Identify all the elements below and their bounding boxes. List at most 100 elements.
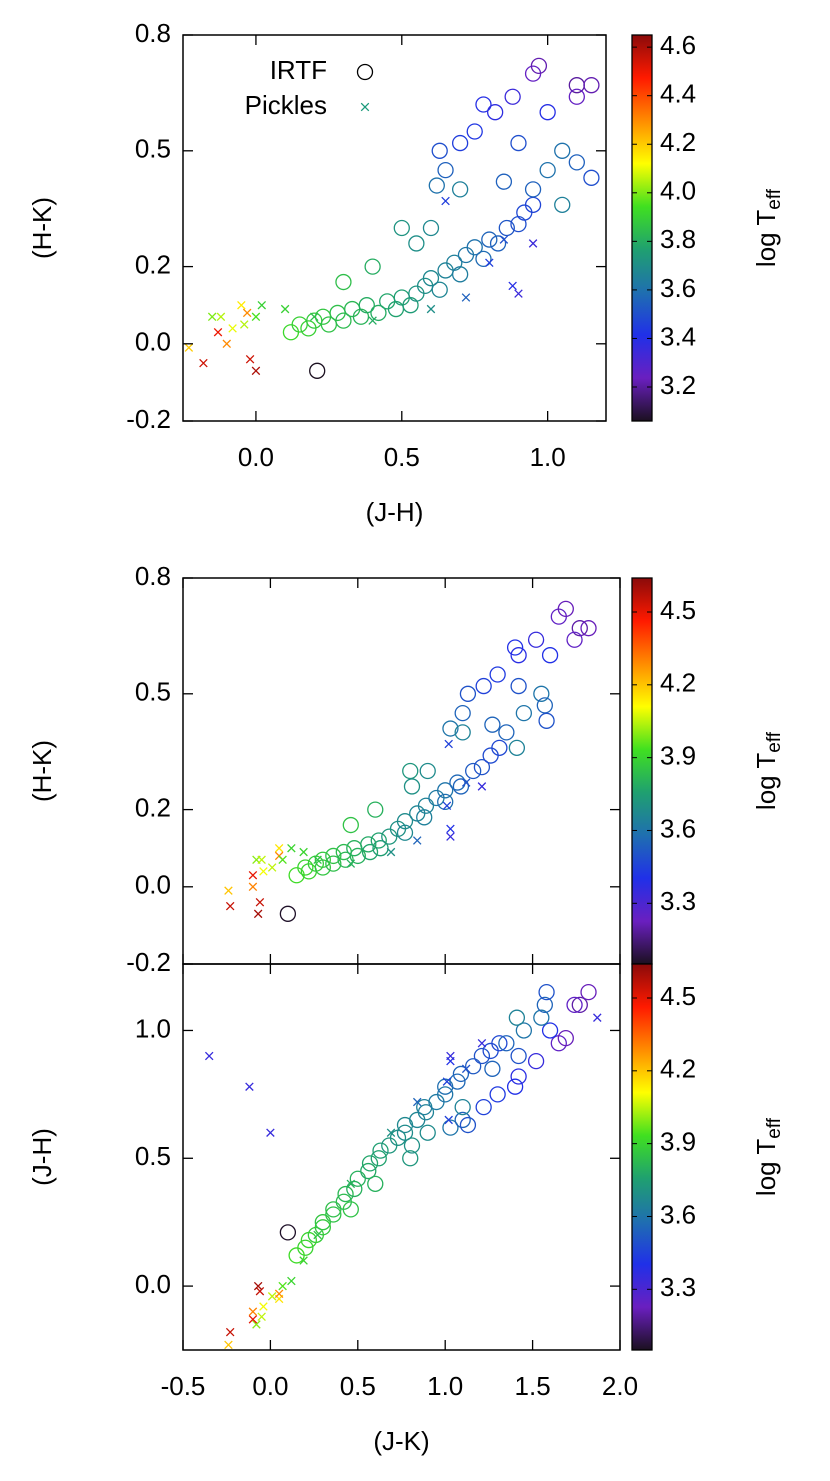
point xyxy=(506,639,524,656)
point xyxy=(442,720,459,737)
colorbar xyxy=(631,34,653,422)
point xyxy=(524,196,542,213)
point xyxy=(446,832,455,841)
colorbar-tick-label: 3.6 xyxy=(660,813,696,843)
y-tick-label: 0.2 xyxy=(135,792,171,822)
point xyxy=(416,809,433,826)
point xyxy=(287,843,296,853)
point xyxy=(426,304,436,314)
point xyxy=(291,316,308,333)
point xyxy=(442,801,452,810)
point xyxy=(568,154,585,171)
point xyxy=(325,847,342,865)
point xyxy=(253,909,263,919)
point xyxy=(346,1180,363,1198)
point xyxy=(417,797,435,814)
point xyxy=(491,1035,508,1052)
point xyxy=(342,816,359,834)
point xyxy=(557,600,574,618)
point xyxy=(299,847,308,857)
point xyxy=(473,1047,491,1065)
point xyxy=(442,1119,459,1136)
point xyxy=(477,1038,487,1048)
point xyxy=(538,712,555,729)
point xyxy=(278,855,287,865)
point xyxy=(477,782,487,791)
point xyxy=(451,181,469,198)
point xyxy=(253,1281,263,1291)
point xyxy=(557,1029,574,1047)
point xyxy=(482,1042,499,1060)
point xyxy=(344,300,361,318)
colorbar-label: log Teff xyxy=(751,1117,785,1196)
point xyxy=(465,1058,482,1075)
point xyxy=(248,870,258,880)
colorbar-label-main: log T xyxy=(751,1139,781,1196)
point xyxy=(240,320,249,329)
point xyxy=(451,134,469,152)
point xyxy=(257,300,267,310)
point xyxy=(419,1124,436,1141)
colorbar-label-main: log T xyxy=(751,753,781,810)
point xyxy=(255,1286,265,1296)
point xyxy=(466,123,483,140)
colorbar-tick-label: 3.3 xyxy=(660,1272,696,1302)
x-tick-label: 1.0 xyxy=(530,442,566,472)
point xyxy=(442,1077,452,1086)
y-tick-label: 0.5 xyxy=(135,1141,171,1171)
point xyxy=(280,304,290,314)
colorbar-tick-label: 3.9 xyxy=(660,1127,696,1157)
colorbar-label-sub: eff xyxy=(764,188,785,210)
point xyxy=(510,677,527,695)
point xyxy=(437,793,454,811)
plot-frame xyxy=(182,34,607,422)
point xyxy=(514,289,523,298)
colorbar-label-sub: eff xyxy=(764,1117,785,1139)
y-tick-label: -0.2 xyxy=(126,947,171,977)
point xyxy=(454,704,471,722)
point xyxy=(489,666,506,683)
point xyxy=(527,1052,545,1070)
point xyxy=(396,813,414,830)
y-tick-label: 0.5 xyxy=(135,134,171,164)
colorbar-tick-label: 4.5 xyxy=(660,595,696,625)
plot-frame xyxy=(182,963,621,1351)
plot-frame xyxy=(182,577,621,965)
point xyxy=(489,235,507,252)
point xyxy=(245,1082,254,1091)
point xyxy=(346,1179,356,1189)
point xyxy=(449,774,466,791)
point xyxy=(452,778,470,795)
point xyxy=(437,262,454,279)
point xyxy=(237,300,246,310)
point xyxy=(419,762,436,780)
y-tick-label: 0.8 xyxy=(135,18,171,48)
point xyxy=(580,620,597,637)
point xyxy=(451,266,469,283)
y-axis-label: (H-K) xyxy=(27,197,57,259)
y-tick-label: 0.0 xyxy=(135,1269,171,1299)
point xyxy=(481,231,498,248)
point xyxy=(444,1115,453,1125)
point xyxy=(313,1230,322,1240)
point xyxy=(349,847,366,865)
point xyxy=(539,104,556,121)
y-axis-label: (J-H) xyxy=(27,1128,57,1186)
point xyxy=(386,1128,396,1137)
colorbar xyxy=(631,577,653,965)
point xyxy=(248,1315,258,1324)
point xyxy=(379,293,396,310)
point xyxy=(267,1292,277,1301)
point xyxy=(248,882,258,892)
point xyxy=(228,324,237,333)
point xyxy=(257,1312,266,1322)
point xyxy=(437,782,454,799)
point xyxy=(465,762,482,780)
point xyxy=(387,300,405,318)
point xyxy=(566,996,583,1014)
colorbar-tick-label: 4.5 xyxy=(660,981,696,1011)
point xyxy=(310,312,319,322)
point xyxy=(297,859,314,876)
colorbar-tick-label: 3.9 xyxy=(660,741,696,771)
point xyxy=(367,1175,384,1192)
